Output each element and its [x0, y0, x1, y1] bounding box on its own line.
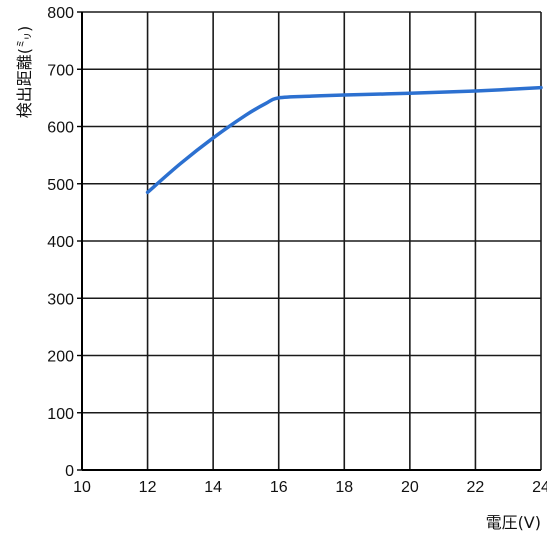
x-tick-label: 14 — [204, 479, 222, 496]
x-tick-label: 20 — [401, 479, 419, 496]
x-tick-label: 16 — [270, 479, 288, 496]
x-tick-label: 24 — [532, 479, 547, 496]
axes — [77, 11, 541, 471]
series — [145, 85, 543, 195]
x-tick-label: 10 — [73, 479, 91, 496]
series-line — [145, 85, 543, 195]
y-tick-label: 0 — [65, 463, 74, 480]
tick-labels: 10 12 14 16 18 20 22 24 0 100 200 300 400 500 600 700 80… — [47, 5, 547, 496]
y-axis-label: 検出距離(㍉) — [15, 26, 34, 119]
x-axis-label: 電圧(V) — [486, 513, 541, 532]
x-tick-label: 18 — [335, 479, 353, 496]
y-tick-label: 200 — [47, 349, 74, 366]
y-tick-label: 500 — [47, 177, 74, 194]
y-tick-label: 700 — [47, 62, 74, 79]
y-tick-label: 100 — [47, 406, 74, 423]
y-tick-label: 800 — [47, 5, 74, 22]
x-tick-label: 12 — [139, 479, 157, 496]
x-tick-label: 22 — [467, 479, 485, 496]
y-tick-label: 300 — [47, 291, 74, 308]
y-tick-label: 400 — [47, 234, 74, 251]
grid — [82, 11, 542, 470]
y-tick-label: 600 — [47, 120, 74, 137]
